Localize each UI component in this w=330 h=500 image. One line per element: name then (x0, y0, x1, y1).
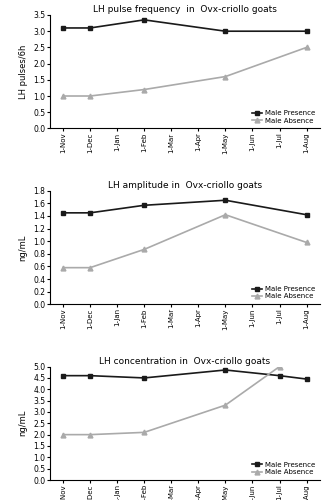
Legend: Male Presence, Male Absence: Male Presence, Male Absence (250, 460, 316, 476)
Male Presence (305, 376, 309, 382)
Y-axis label: ng/mL: ng/mL (19, 410, 28, 436)
Male Absence (61, 264, 65, 270)
Male Absence (223, 212, 227, 218)
Title: LH amplitude in  Ovx-criollo goats: LH amplitude in Ovx-criollo goats (108, 181, 262, 190)
Male Absence (88, 264, 92, 270)
Line: Male Presence: Male Presence (61, 18, 309, 34)
Male Presence (223, 28, 227, 34)
Male Presence (61, 210, 65, 216)
Male Absence (223, 402, 227, 408)
Male Presence (142, 202, 146, 208)
Male Presence (88, 210, 92, 216)
Male Absence (305, 240, 309, 246)
Male Absence (142, 86, 146, 92)
Male Absence (142, 246, 146, 252)
Male Absence (61, 432, 65, 438)
Male Presence (223, 367, 227, 373)
Male Presence (278, 372, 281, 378)
Line: Male Absence: Male Absence (61, 212, 309, 270)
Male Absence (223, 74, 227, 80)
Legend: Male Presence, Male Absence: Male Presence, Male Absence (250, 109, 316, 125)
Male Absence (305, 44, 309, 51)
Male Absence (278, 364, 281, 370)
Male Presence (88, 25, 92, 31)
Male Presence (223, 197, 227, 203)
Title: LH pulse frequency  in  Ovx-criollo goats: LH pulse frequency in Ovx-criollo goats (93, 5, 277, 14)
Male Absence (88, 432, 92, 438)
Male Presence (142, 375, 146, 381)
Male Presence (61, 25, 65, 31)
Y-axis label: LH pulses/6h: LH pulses/6h (19, 44, 28, 99)
Male Absence (88, 93, 92, 99)
Line: Male Presence: Male Presence (61, 198, 309, 217)
Legend: Male Presence, Male Absence: Male Presence, Male Absence (250, 284, 316, 300)
Male Presence (305, 212, 309, 218)
Line: Male Absence: Male Absence (61, 45, 309, 98)
Male Presence (88, 372, 92, 378)
Y-axis label: ng/mL: ng/mL (19, 234, 28, 260)
Male Presence (142, 17, 146, 23)
Male Absence (61, 93, 65, 99)
Title: LH concentration in  Ovx-criollo goats: LH concentration in Ovx-criollo goats (99, 357, 270, 366)
Line: Male Presence: Male Presence (61, 368, 309, 382)
Line: Male Absence: Male Absence (61, 364, 282, 437)
Male Presence (61, 372, 65, 378)
Male Absence (142, 430, 146, 436)
Male Presence (305, 28, 309, 34)
